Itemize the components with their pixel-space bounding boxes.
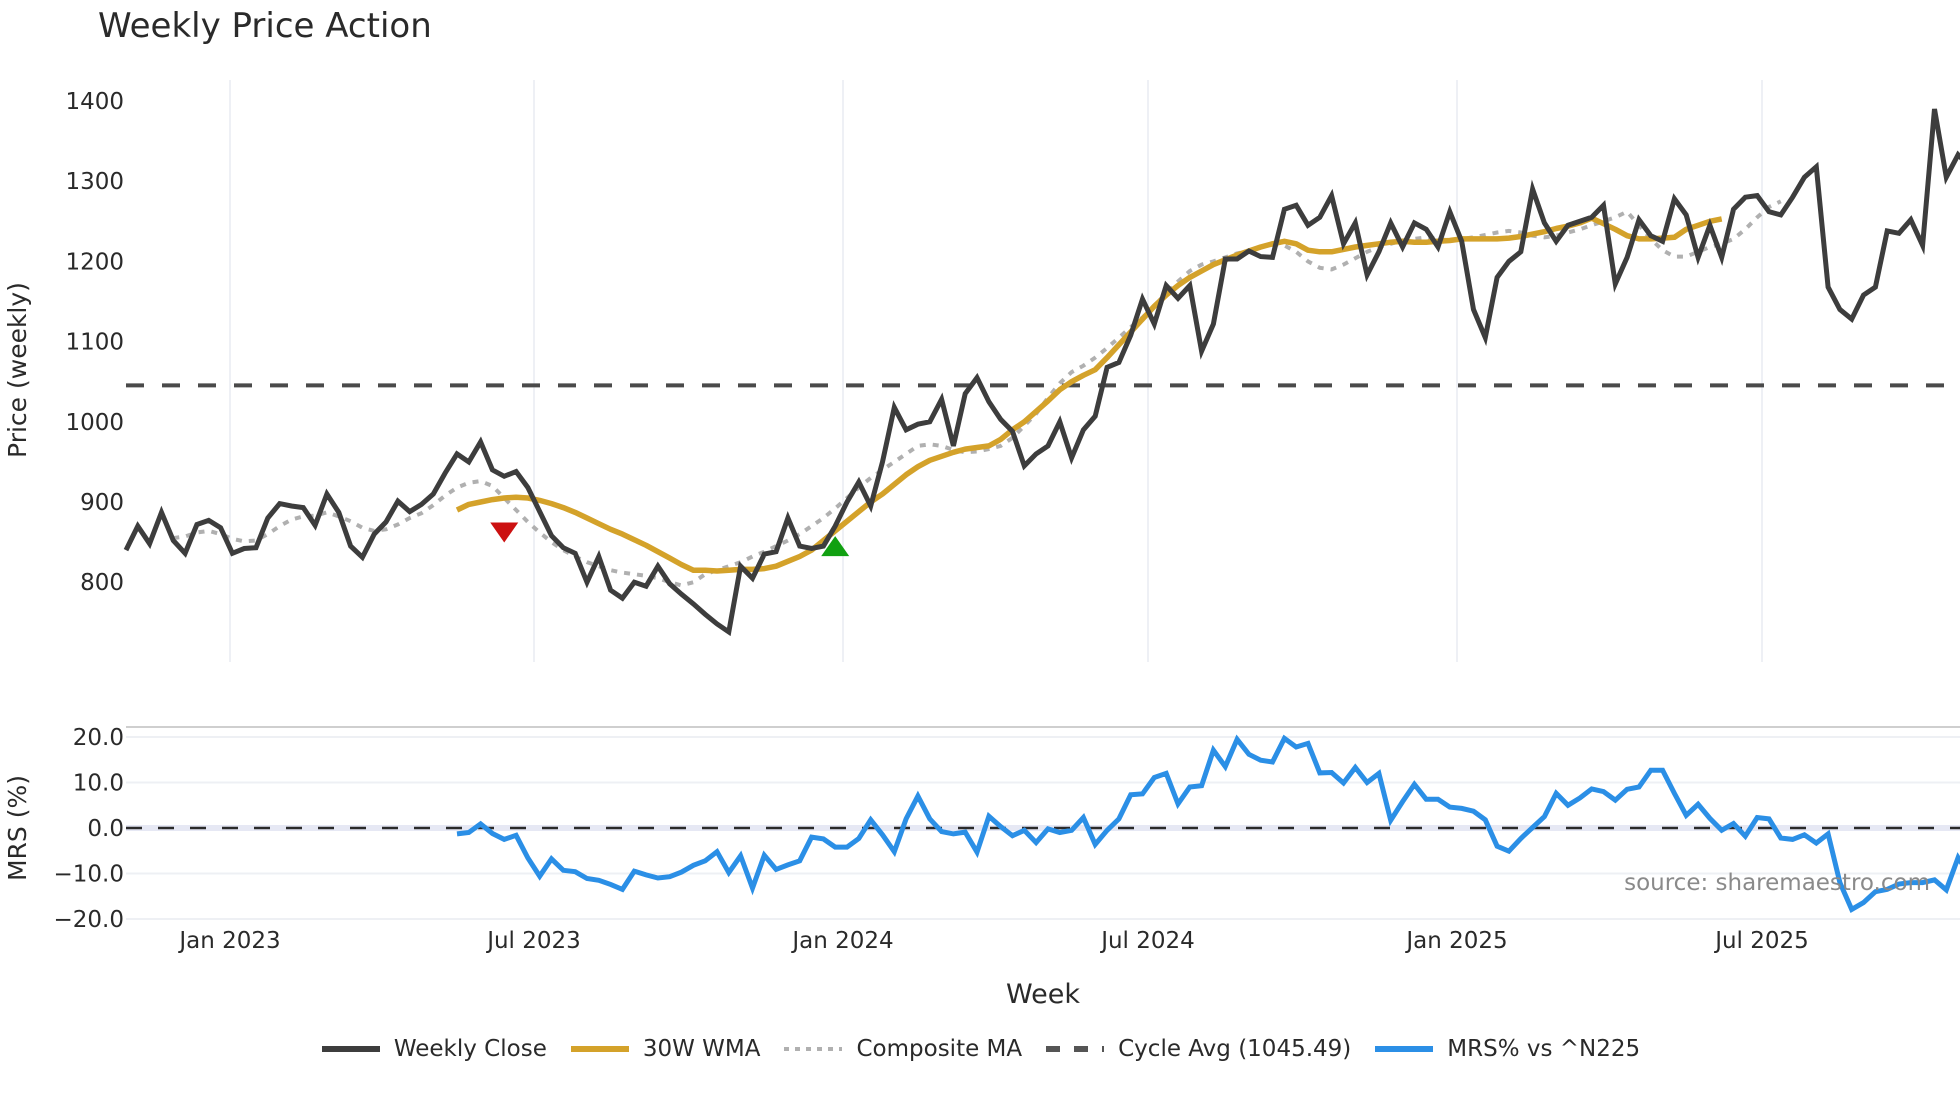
composite-ma-line [173,199,1782,588]
mrs-y-tick: 10.0 [73,771,124,797]
legend-swatch-icon [1046,1046,1105,1052]
legend-item[interactable]: 30W WMA [569,1036,761,1062]
legend-item[interactable]: Composite MA [782,1036,1022,1062]
wma-30w-line [455,215,1723,574]
mrs-series-layer [126,734,1960,913]
legend-item[interactable]: Weekly Close [320,1036,547,1062]
price-y-tick: 1200 [65,249,124,275]
legend-swatch-icon [570,1046,629,1052]
signal-markers [490,522,850,557]
legend-swatch-icon [1375,1046,1434,1052]
price-y-tick: 800 [80,570,124,596]
mrs-line [456,734,1960,913]
chart-legend: Weekly Close 30W WMA Composite MA Cycle Avg… [0,1036,1960,1062]
weekly-close-line [123,108,1960,637]
mrs-y-axis-label: MRS (%) [3,775,32,881]
price-y-axis: 800 900 1000 1100 1200 1300 1400 [65,89,124,596]
x-tick-label: Jul 2024 [1099,928,1195,954]
price-y-tick: 900 [80,490,124,516]
legend-swatch-icon [321,1046,380,1052]
legend-label: Composite MA [856,1036,1023,1062]
x-tick-label: Jul 2025 [1713,928,1809,954]
watermark-source: source: sharemaestro.com [1624,870,1930,896]
x-tick-label: Jan 2025 [1404,928,1507,954]
mrs-y-axis: −20.0 −10.0 0.0 10.0 20.0 [54,725,124,933]
mrs-y-tick: −20.0 [54,907,124,933]
mrs-y-tick: 0.0 [87,816,124,842]
x-axis-label: Week [1006,979,1080,1010]
legend-label: MRS% vs ^N225 [1447,1036,1641,1062]
price-y-tick: 1100 [65,330,124,356]
x-axis: Jan 2023 Jul 2023 Jan 2024 Jul 2024 Jan 2025… [177,928,1808,954]
legend-item[interactable]: MRS% vs ^N225 [1373,1036,1640,1062]
legend-label: Weekly Close [393,1036,547,1062]
mrs-y-tick: 20.0 [73,725,124,751]
price-y-axis-label: Price (weekly) [3,282,32,458]
price-series-layer [123,108,1960,637]
chart-title: Weekly Price Action [98,6,432,46]
legend-item[interactable]: Cycle Avg (1045.49) [1044,1036,1351,1062]
sell-signal-triangle-down-icon [490,522,519,543]
gridlines [126,80,1960,920]
price-y-tick: 1300 [65,169,124,195]
x-tick-label: Jul 2023 [485,928,581,954]
price-y-tick: 1000 [65,410,124,436]
legend-label: 30W WMA [642,1036,761,1062]
price-y-tick: 1400 [65,89,124,115]
mrs-y-tick: −10.0 [54,862,124,888]
x-tick-label: Jan 2023 [177,928,280,954]
legend-swatch-icon [784,1047,843,1051]
legend-label: Cycle Avg (1045.49) [1118,1036,1352,1062]
x-tick-label: Jan 2024 [790,928,893,954]
buy-signal-triangle-up-icon [821,536,850,557]
